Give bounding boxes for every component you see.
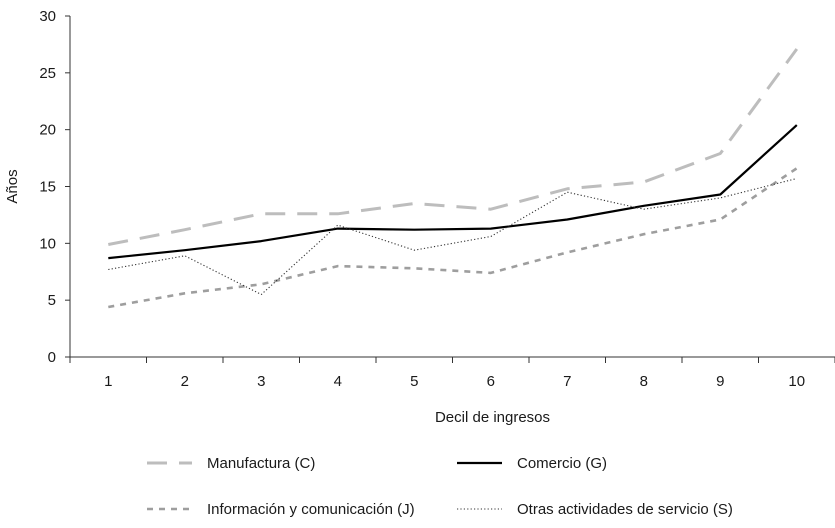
y-tick-label: 20 <box>39 122 56 139</box>
x-tick-label: 9 <box>716 373 724 390</box>
x-tick-label: 6 <box>487 373 495 390</box>
x-tick-label: 7 <box>563 373 571 390</box>
y-tick-label: 10 <box>39 235 56 252</box>
legend-label-1: Manufactura (C) <box>207 455 315 472</box>
series-line-1 <box>108 48 799 246</box>
series-line-4 <box>108 177 797 296</box>
axes: 0 5 10 15 20 25 30 1 2 3 4 5 6 7 8 9 10 Decil de ingresos… <box>4 8 835 426</box>
x-tick-label: 1 <box>104 373 112 390</box>
y-tick-label: 5 <box>48 292 56 309</box>
series-line-3 <box>108 167 798 309</box>
y-tick-label: 15 <box>39 179 56 196</box>
x-tick-label: 8 <box>640 373 648 390</box>
legend-label-2: Comercio (G) <box>517 455 607 472</box>
series-line-2 <box>108 124 798 260</box>
x-tick-label: 4 <box>334 373 342 390</box>
x-tick-label: 5 <box>410 373 418 390</box>
x-tick-label: 2 <box>181 373 189 390</box>
x-tick-label: 10 <box>788 373 805 390</box>
y-tick-label: 0 <box>48 349 56 366</box>
y-tick-label: 25 <box>39 65 56 82</box>
y-tick-label: 30 <box>39 8 56 25</box>
legend-label-4: Otras actividades de servicio (S) <box>517 501 733 518</box>
legend: Manufactura (C) Comercio (G) Información y… <box>147 455 733 518</box>
x-axis-title: Decil de ingresos <box>435 409 550 426</box>
y-axis-title: Años <box>4 169 21 203</box>
series-layer <box>108 48 799 309</box>
legend-label-3: Información y comunicación (J) <box>207 501 415 518</box>
x-tick-label: 3 <box>257 373 265 390</box>
